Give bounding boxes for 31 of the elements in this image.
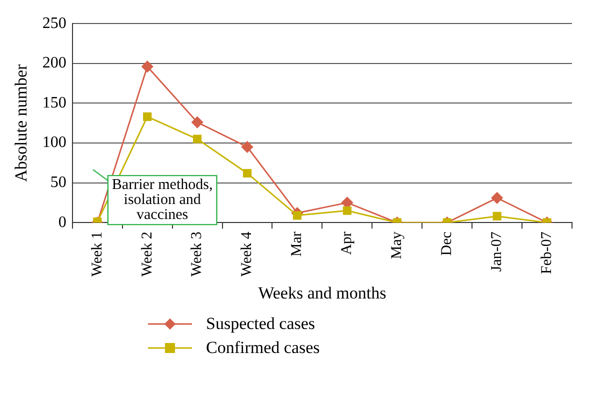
point (292, 211, 302, 220)
x-tick-label: Week 2 (139, 232, 156, 277)
x-tick-label: Feb-07 (538, 231, 555, 274)
annotation: Barrier methods, isolation and vaccines (112, 177, 213, 224)
point (192, 116, 204, 128)
x-axis-title: Weeks and months (258, 283, 386, 302)
point (143, 112, 152, 122)
x-tick-label: Week 3 (189, 232, 206, 277)
y-tick-label: 0 (58, 214, 66, 231)
y-axis-title: Absolute number (12, 64, 31, 182)
x-tick-label: Jan-07 (488, 231, 505, 272)
x-tick-label: May (389, 231, 406, 260)
point (193, 134, 202, 144)
y-tick-label: 100 (42, 134, 66, 152)
legend-label: Confirmed cases (206, 338, 320, 358)
y-tick-label: 200 (42, 54, 66, 72)
point (142, 60, 154, 72)
point (242, 141, 254, 153)
y-tick-label: 250 (42, 14, 66, 32)
point (492, 212, 502, 220)
legend-label: Suspected cases (206, 314, 316, 334)
x-tick-label: Week 4 (239, 231, 256, 277)
x-tick-label: Week 1 (89, 232, 106, 277)
point (342, 206, 352, 215)
y-tick-label: 50 (50, 174, 66, 191)
x-tick-label: Mar (289, 232, 306, 257)
point (491, 192, 503, 204)
y-tick-label: 150 (42, 94, 66, 112)
x-tick-label: Apr (339, 232, 356, 255)
point (242, 168, 252, 178)
x-tick-label: Dec (439, 231, 456, 256)
